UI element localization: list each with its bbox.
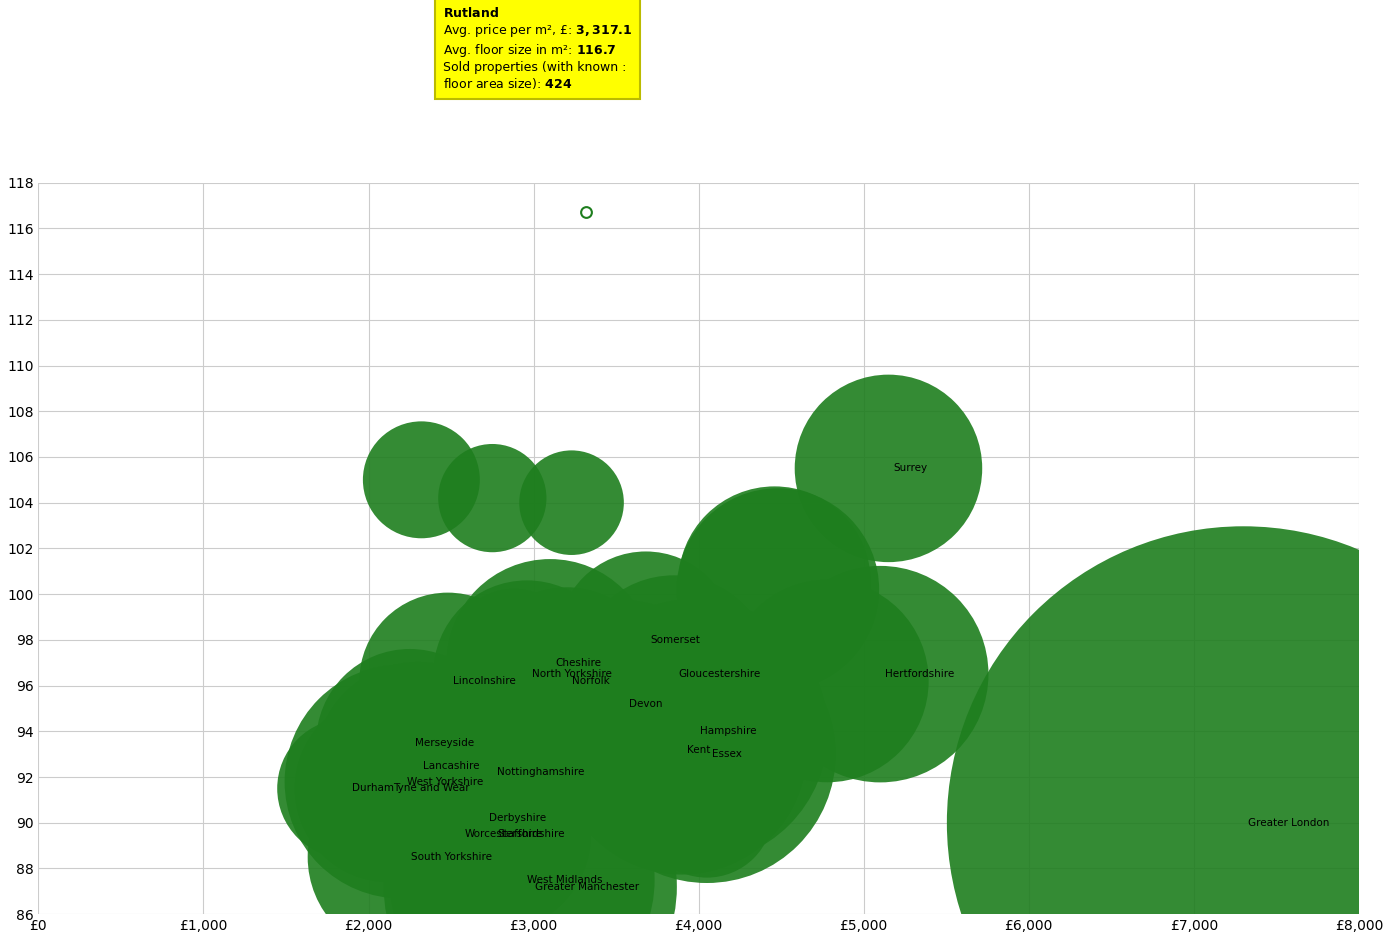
Point xyxy=(1232,815,1254,830)
Text: Norfolk: Norfolk xyxy=(571,676,609,686)
Text: Durham: Durham xyxy=(352,783,393,793)
Point xyxy=(481,765,503,780)
Text: Derbyshire: Derbyshire xyxy=(489,813,546,823)
Point xyxy=(395,850,417,865)
Text: Greater Manchester: Greater Manchester xyxy=(535,882,639,892)
Text: Cheshire: Cheshire xyxy=(555,658,600,667)
Text: Lincolnshire: Lincolnshire xyxy=(453,676,516,686)
Text: Nottinghamshire: Nottinghamshire xyxy=(498,767,585,777)
Point xyxy=(481,826,503,841)
Point xyxy=(767,582,790,597)
Point xyxy=(516,666,538,681)
Point xyxy=(377,781,399,796)
Point xyxy=(436,673,459,688)
Point xyxy=(671,742,694,757)
Text: Essex: Essex xyxy=(712,749,742,760)
Point xyxy=(556,673,578,688)
Text: West Midlands: West Midlands xyxy=(527,875,602,885)
Point xyxy=(696,746,719,761)
Point xyxy=(512,872,534,887)
Point xyxy=(399,735,421,750)
Point xyxy=(473,810,495,825)
Point xyxy=(575,205,598,220)
Text: West Yorkshire: West Yorkshire xyxy=(406,776,482,787)
Point xyxy=(696,804,719,819)
Text: Lancashire: Lancashire xyxy=(423,760,480,771)
Point xyxy=(869,666,891,681)
Point xyxy=(816,673,838,688)
Point xyxy=(410,472,432,487)
Text: Hampshire: Hampshire xyxy=(701,727,756,736)
Text: Kent: Kent xyxy=(687,744,710,755)
Point xyxy=(336,781,359,796)
Text: Merseyside: Merseyside xyxy=(414,738,474,747)
Text: Devon: Devon xyxy=(630,698,663,709)
Point xyxy=(448,826,470,841)
Text: Staffordshire: Staffordshire xyxy=(498,829,564,839)
Point xyxy=(407,758,430,773)
Text: South Yorkshire: South Yorkshire xyxy=(411,852,492,862)
Point xyxy=(663,666,685,681)
Text: North Yorkshire: North Yorkshire xyxy=(532,669,612,679)
Text: Worcestershire: Worcestershire xyxy=(464,829,542,839)
Point xyxy=(763,575,785,590)
Text: Gloucestershire: Gloucestershire xyxy=(678,669,762,679)
Point xyxy=(610,682,632,697)
Text: Hertfordshire: Hertfordshire xyxy=(885,669,955,679)
Point xyxy=(503,644,525,659)
Text: $\bf{Rutland}$
Avg. price per m², £: $\bf{3,317.1}$
Avg. floor size in m²: $\bf{: $\bf{Rutland}$ Avg. price per m², £: $\b… xyxy=(443,6,632,91)
Point xyxy=(635,633,657,648)
Point xyxy=(684,724,706,739)
Text: Somerset: Somerset xyxy=(651,634,701,645)
Point xyxy=(520,879,542,894)
Text: Surrey: Surrey xyxy=(894,463,927,474)
Point xyxy=(539,655,562,670)
Point xyxy=(481,491,503,506)
Point xyxy=(877,461,899,476)
Point xyxy=(560,495,582,510)
Text: Tyne and Wear: Tyne and Wear xyxy=(393,783,470,793)
Point xyxy=(613,697,635,712)
Point xyxy=(391,774,413,789)
Text: Greater London: Greater London xyxy=(1248,818,1330,828)
